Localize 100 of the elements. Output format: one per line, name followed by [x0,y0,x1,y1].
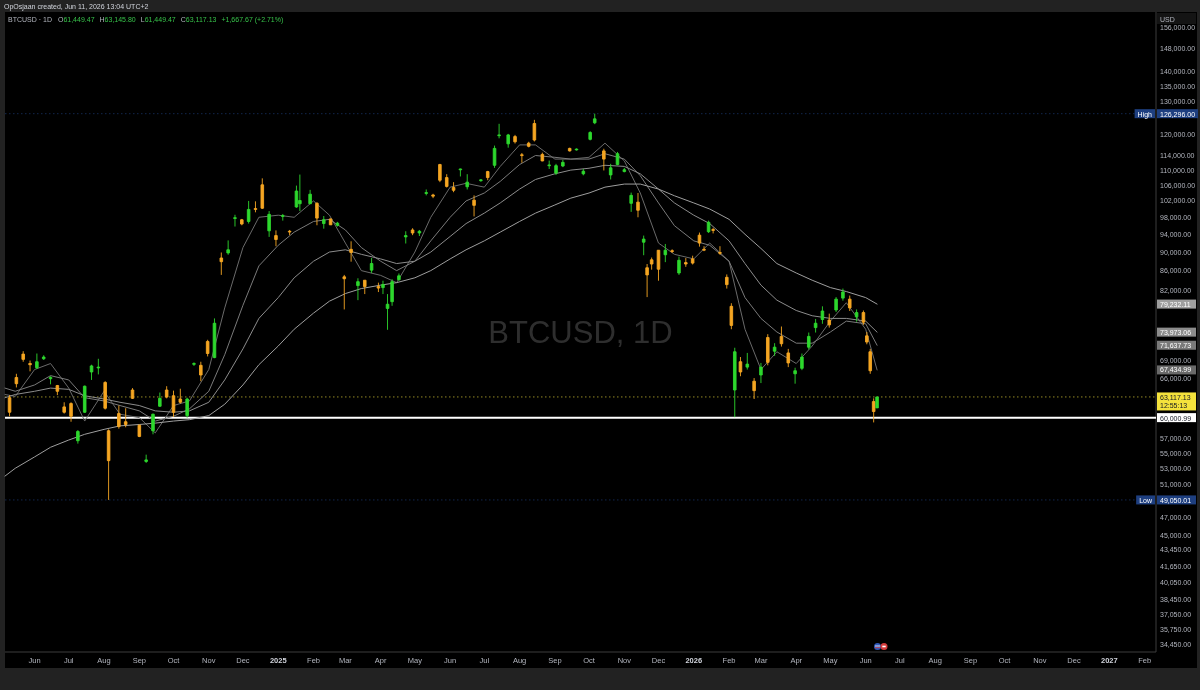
candlestick [841,288,845,302]
candlestick [868,348,872,375]
candlestick [205,339,210,357]
candlestick [96,358,101,375]
candlestick [363,279,367,295]
candlestick [315,201,319,226]
candlestick [865,331,869,345]
candlestick [602,148,606,171]
candlestick [793,367,797,385]
candlestick [465,173,469,190]
candlestick [636,192,640,218]
candlestick [267,210,271,238]
candlestick [298,174,302,212]
candlestick [608,163,613,180]
candlestick [663,243,668,263]
candlestick [397,273,401,282]
candlestick [103,380,107,410]
candlestick [376,282,381,293]
candlestick [567,147,572,153]
candlestick [424,189,428,196]
candlestick [622,167,627,173]
candlestick [506,133,510,149]
candlestick [875,396,879,409]
candlestick [322,215,326,230]
candlestick [287,229,292,236]
candlestick [807,332,811,350]
candlestick [561,159,565,168]
candlestick [540,152,545,162]
candlestick [718,245,722,256]
candlestick [520,152,524,164]
candlestick [335,221,340,227]
candlestick [581,168,586,176]
candlestick [246,200,251,225]
candlestick [554,163,558,176]
candlestick [89,364,94,381]
candlestick [526,141,531,148]
candlestick [725,273,729,290]
candlestick [431,193,435,199]
candlestick [745,352,750,370]
candlestick [274,229,278,247]
candlestick [253,200,258,213]
candlestick [308,189,312,205]
candlestick [62,401,66,415]
candlestick [532,119,537,142]
candlestick [813,318,818,333]
candlestick [861,310,866,326]
candlestick [192,361,196,367]
candlestick [106,428,111,501]
candlestick [444,173,449,188]
candlestick [356,277,360,301]
candlestick [21,350,25,363]
candlestick [800,353,804,371]
candlestick [649,257,654,271]
candlestick [381,280,385,295]
candlestick [451,181,456,193]
candlestick [55,384,60,396]
candlestick [41,354,46,361]
candlestick [417,229,422,237]
candlestick [410,227,415,236]
candlestick [574,147,579,151]
candlestick [733,347,737,418]
candlestick [76,429,80,445]
candlestick [390,278,394,307]
candlestick [759,362,763,384]
candlestick [820,305,825,325]
candlestick [82,385,87,414]
candlestick [240,218,244,226]
candlestick [144,454,148,464]
candlestick [547,160,551,170]
candlestick [403,230,408,244]
candlestick [497,123,501,139]
candlestick [151,413,155,435]
candlestick [342,274,347,310]
candlestick [226,239,230,256]
candlestick [137,424,142,438]
candlestick [158,392,162,408]
candlestick [766,333,770,366]
line-series [4,183,878,477]
candlestick [281,213,285,222]
candlestick [185,397,189,419]
candlestick [738,356,743,377]
candlestick [123,407,128,428]
candlestick [854,308,859,323]
candlestick [28,360,32,372]
candlestick [772,342,777,357]
candlestick [233,214,237,227]
candlestick [117,405,121,430]
candlestick [629,192,633,213]
candlestick [69,401,73,423]
candlestick [752,377,756,400]
candlestick [260,177,265,210]
candlestick [178,388,183,405]
candlestick [328,218,333,226]
candlestick [871,397,876,423]
candlestick [385,293,390,331]
candlestick [199,361,203,382]
candlestick [7,394,12,417]
candlestick [827,313,832,329]
candlestick [588,130,592,141]
candlestick [711,227,715,234]
